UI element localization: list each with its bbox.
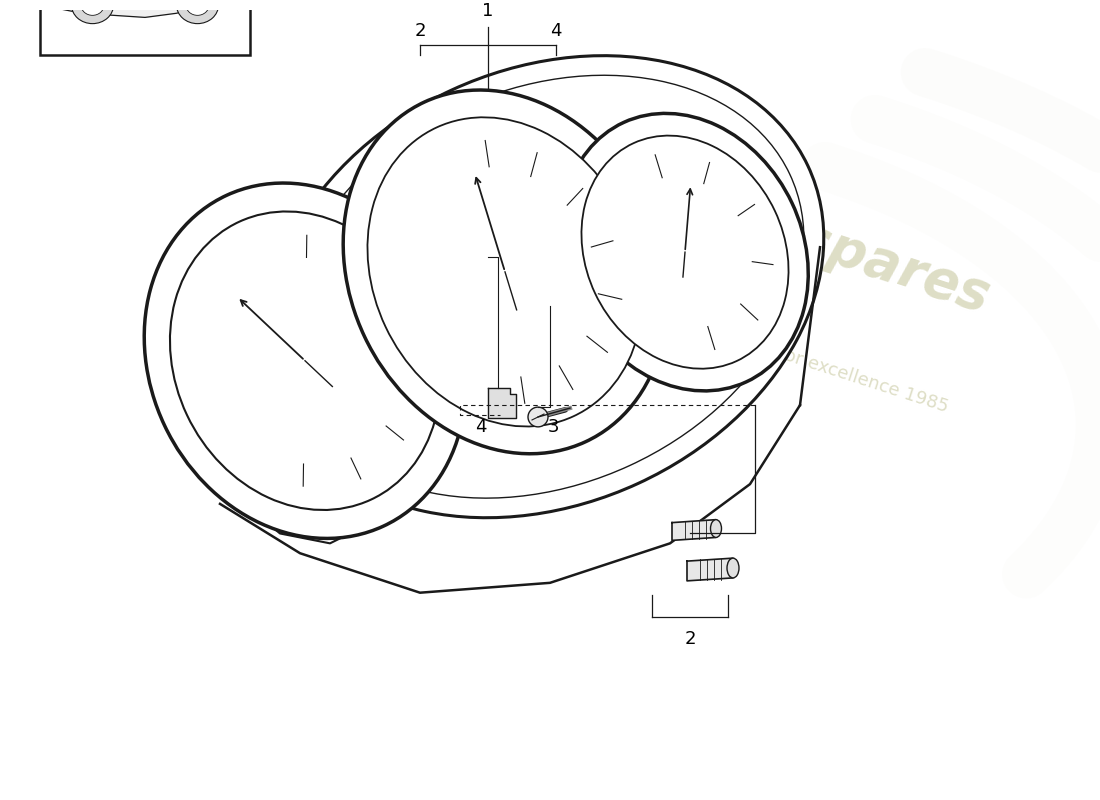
Ellipse shape	[144, 183, 465, 538]
Bar	[40, 0, 250, 54]
Text: 3: 3	[548, 418, 560, 436]
Ellipse shape	[176, 0, 219, 24]
Text: 2: 2	[684, 630, 695, 648]
Ellipse shape	[562, 114, 808, 391]
Polygon shape	[60, 0, 233, 18]
Text: a passion for excellence 1985: a passion for excellence 1985	[690, 315, 950, 416]
Text: eurospares: eurospares	[663, 171, 997, 323]
Ellipse shape	[711, 520, 722, 538]
Polygon shape	[672, 520, 716, 540]
Ellipse shape	[170, 211, 440, 510]
Ellipse shape	[81, 0, 104, 15]
Ellipse shape	[286, 75, 804, 498]
Ellipse shape	[72, 0, 113, 24]
FancyArrowPatch shape	[541, 410, 565, 416]
Text: 4: 4	[550, 22, 562, 40]
Polygon shape	[488, 388, 516, 418]
Ellipse shape	[727, 558, 739, 578]
Ellipse shape	[266, 56, 824, 518]
Polygon shape	[688, 558, 733, 581]
Text: 1: 1	[482, 2, 494, 20]
Ellipse shape	[582, 135, 789, 369]
Text: 2: 2	[415, 22, 426, 40]
Ellipse shape	[367, 118, 642, 426]
Circle shape	[528, 407, 548, 427]
Ellipse shape	[186, 0, 209, 15]
Ellipse shape	[343, 90, 667, 454]
Text: 4: 4	[475, 418, 487, 436]
